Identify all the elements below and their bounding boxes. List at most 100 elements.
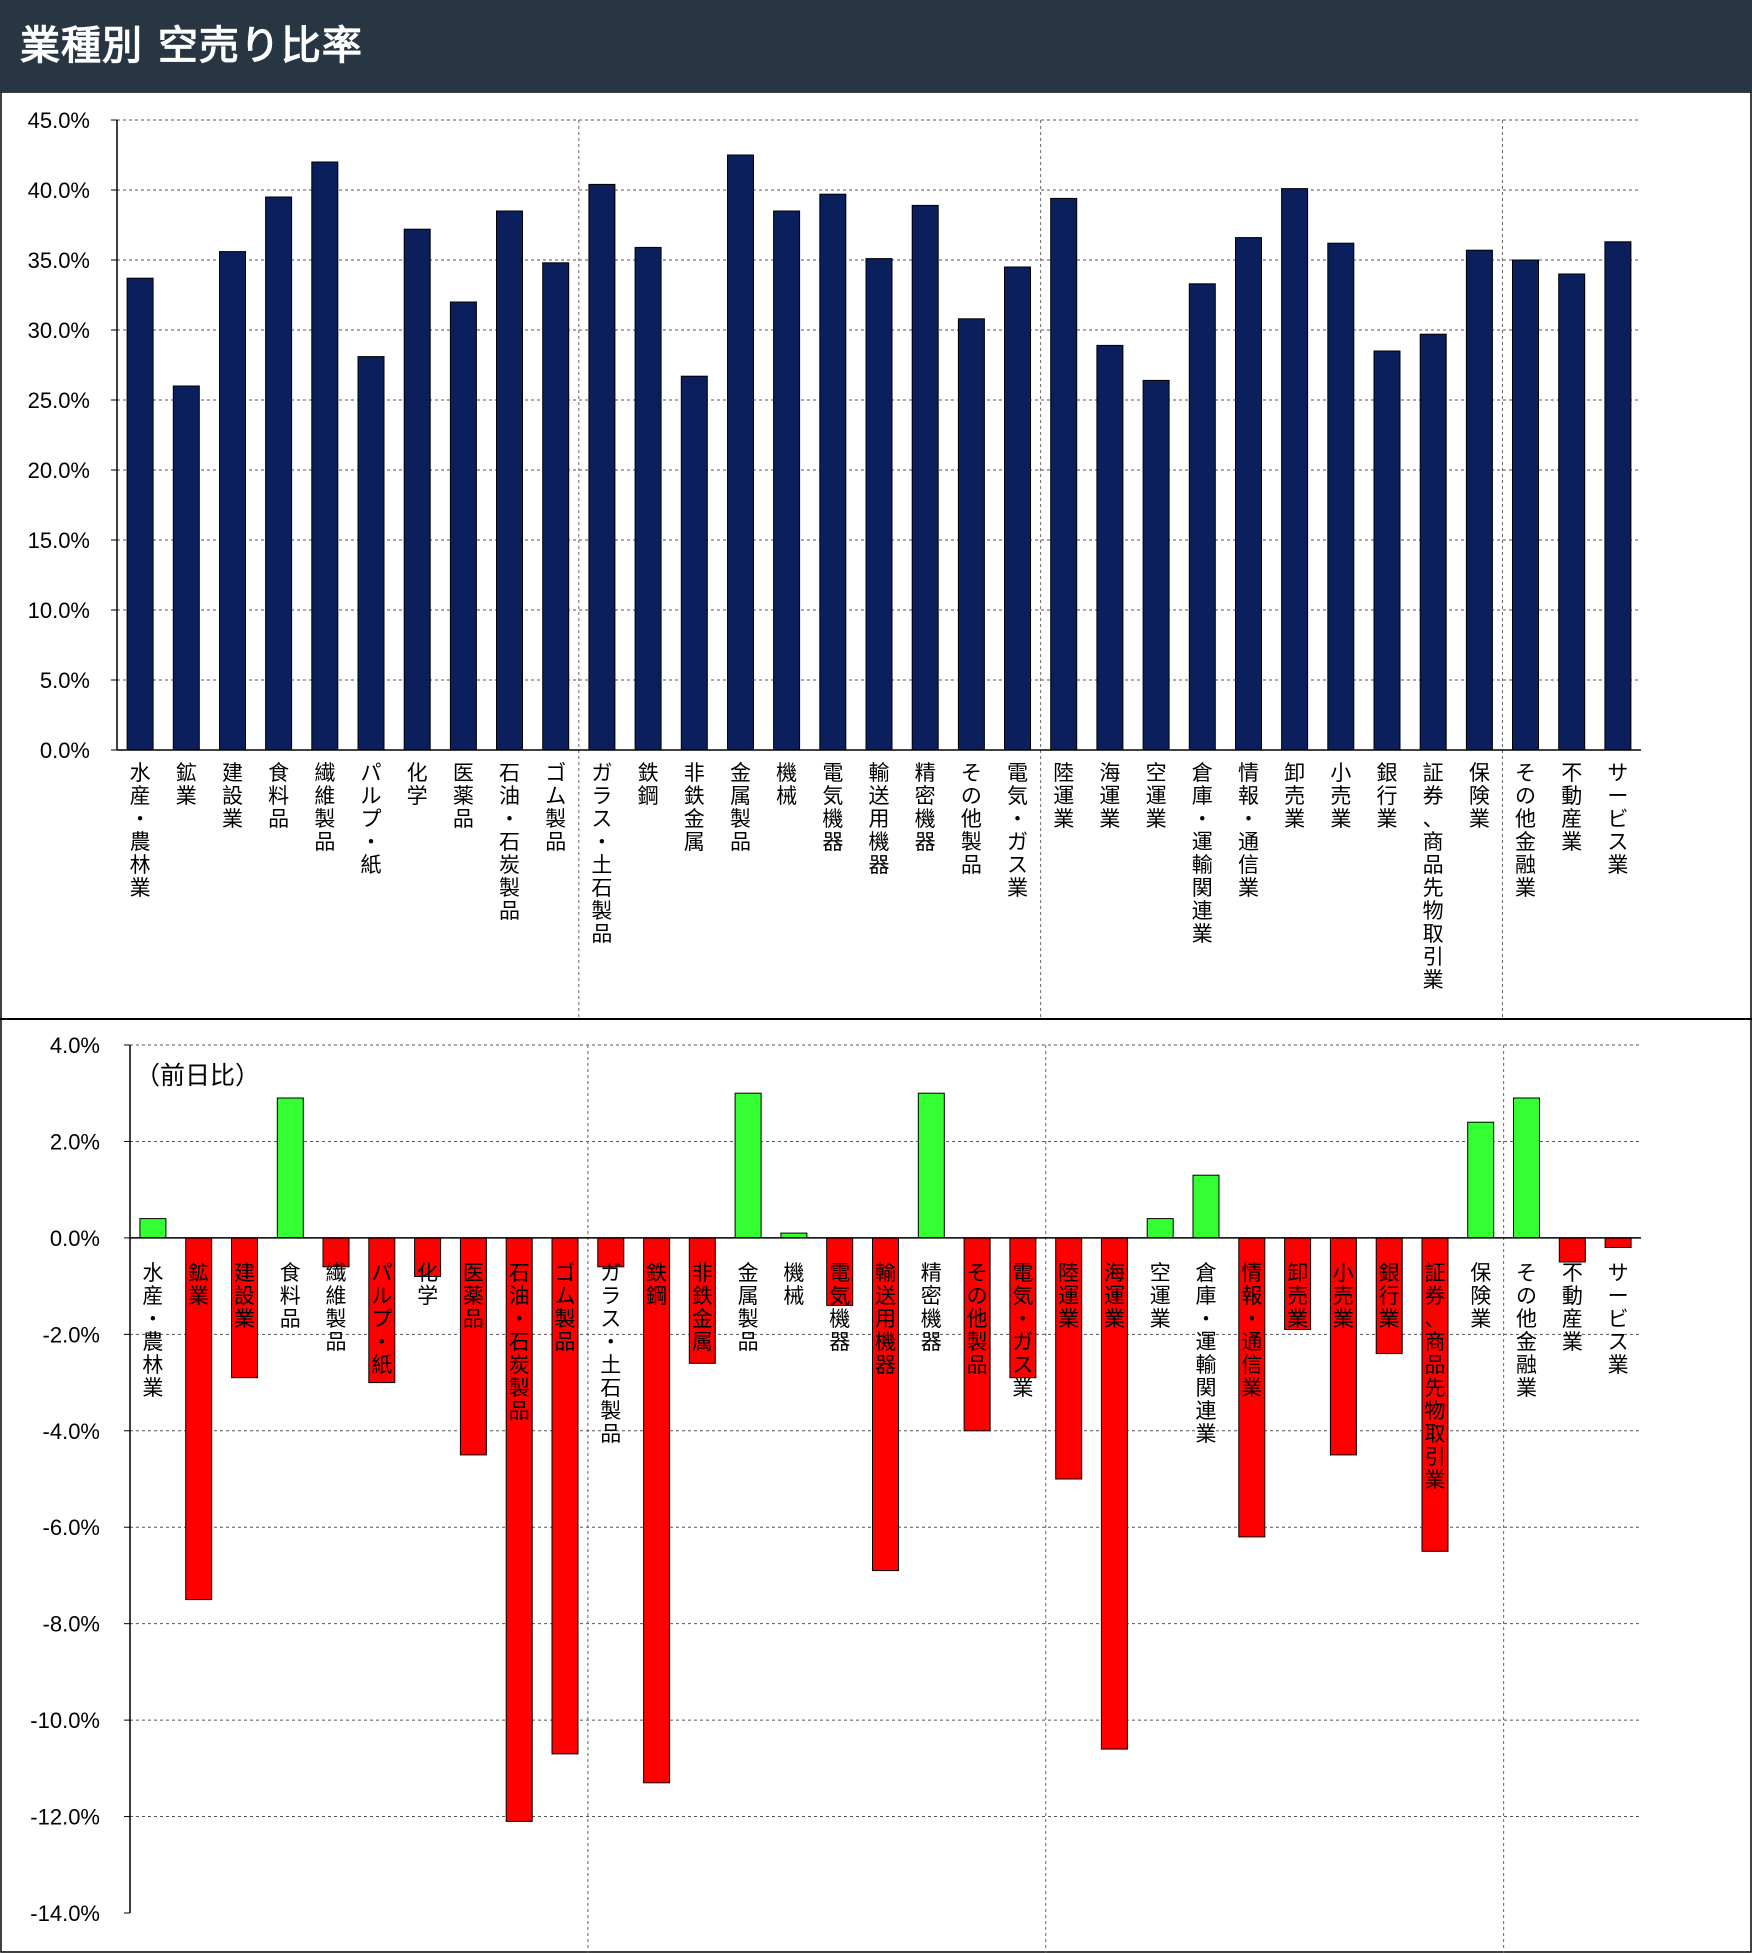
label-char: 気 bbox=[822, 784, 843, 808]
label-char: 小 bbox=[1333, 1261, 1354, 1285]
category-label-電気機器: 電気機器 bbox=[822, 761, 843, 854]
label-char: ・ bbox=[142, 1307, 163, 1331]
category-label-食料品: 食料品 bbox=[280, 1261, 301, 1331]
label-char: 売 bbox=[1284, 784, 1305, 808]
bar-非鉄金属 bbox=[688, 1237, 716, 1364]
label-char: 製 bbox=[967, 1330, 988, 1354]
label-char: 他 bbox=[1516, 1307, 1537, 1331]
label-char: 運 bbox=[1099, 784, 1120, 808]
category-label-医薬品: 医薬品 bbox=[463, 1261, 484, 1331]
label-char: 用 bbox=[869, 807, 890, 831]
label-char: 、 bbox=[1423, 807, 1444, 831]
category-label-その他金融業: その他金融業 bbox=[1515, 761, 1536, 900]
label-char: 鋼 bbox=[646, 1284, 667, 1308]
label-char: 券 bbox=[1424, 1284, 1445, 1308]
label-char: ス bbox=[1007, 853, 1028, 877]
label-char: 鉄 bbox=[684, 784, 705, 808]
label-char: 倉 bbox=[1196, 1261, 1217, 1285]
bar-情報-通信業 bbox=[1235, 237, 1262, 751]
label-char: 品 bbox=[326, 1330, 347, 1354]
label-char: 輸 bbox=[875, 1261, 896, 1285]
y-tick-label: 15.0% bbox=[28, 528, 90, 553]
y-tick-label: 45.0% bbox=[28, 108, 90, 133]
category-label-石油-石炭製品: 石油・石炭製品 bbox=[509, 1261, 530, 1423]
bar-水産-農林業 bbox=[139, 1218, 167, 1239]
label-char: 庫 bbox=[1192, 784, 1213, 808]
bar-銀行業 bbox=[1375, 1237, 1403, 1355]
label-char: 品 bbox=[509, 1399, 530, 1423]
label-char: 機 bbox=[776, 761, 797, 785]
label-char: 業 bbox=[1150, 1307, 1171, 1331]
bar-建設業 bbox=[231, 1237, 258, 1379]
label-char: 品 bbox=[591, 922, 612, 946]
label-char: ・ bbox=[130, 807, 151, 831]
label-char: 鉄 bbox=[638, 761, 659, 785]
y-tick-label: 5.0% bbox=[40, 668, 90, 693]
label-char: 業 bbox=[1515, 876, 1536, 900]
label-char: ー bbox=[1607, 784, 1628, 808]
bar-精密機器 bbox=[917, 1092, 945, 1239]
bar-電気-ガス業 bbox=[1004, 266, 1031, 751]
category-label-鉄鋼: 鉄鋼 bbox=[638, 761, 659, 808]
bar-サービス業 bbox=[1604, 241, 1632, 751]
bar-海運業 bbox=[1096, 344, 1124, 751]
category-label-サービス業: サービス業 bbox=[1608, 1261, 1629, 1377]
category-label-空運業: 空運業 bbox=[1150, 1261, 1171, 1331]
category-label-その他金融業: その他金融業 bbox=[1516, 1261, 1537, 1400]
category-label-不動産業: 不動産業 bbox=[1562, 1261, 1583, 1354]
label-char: 陸 bbox=[1058, 1261, 1079, 1285]
label-char: 非 bbox=[692, 1261, 713, 1285]
label-char: 融 bbox=[1516, 1353, 1537, 1377]
label-char: ガ bbox=[591, 761, 612, 785]
label-char: 品 bbox=[280, 1307, 301, 1331]
category-label-情報-通信業: 情報・通信業 bbox=[1238, 761, 1259, 900]
label-char: 運 bbox=[1053, 784, 1074, 808]
label-char: ル bbox=[361, 784, 382, 808]
label-char: 他 bbox=[967, 1307, 988, 1331]
label-char: 先 bbox=[1424, 1376, 1445, 1400]
label-char: 炭 bbox=[499, 853, 520, 877]
label-char: 報 bbox=[1238, 784, 1259, 808]
label-char: 卸 bbox=[1284, 761, 1305, 785]
label-char: 品 bbox=[1423, 853, 1444, 877]
label-char: 行 bbox=[1379, 1284, 1400, 1308]
bar-倉庫-運輸関連業 bbox=[1192, 1174, 1220, 1239]
category-label-電気-ガス業: 電気・ガス業 bbox=[1012, 1261, 1033, 1400]
label-char: 通 bbox=[1238, 830, 1259, 854]
label-char: 卸 bbox=[1287, 1261, 1308, 1285]
label-char: 輸 bbox=[1196, 1353, 1217, 1377]
label-char: ・ bbox=[509, 1307, 530, 1331]
label-char: 業 bbox=[1516, 1376, 1537, 1400]
category-label-建設業: 建設業 bbox=[222, 761, 243, 831]
label-char: ・ bbox=[499, 807, 520, 831]
category-label-卸売業: 卸売業 bbox=[1284, 761, 1305, 831]
category-label-海運業: 海運業 bbox=[1104, 1261, 1125, 1331]
bar-機械 bbox=[773, 210, 801, 751]
bar-不動産業 bbox=[1558, 273, 1586, 751]
label-char: 薬 bbox=[463, 1284, 484, 1308]
label-char: 保 bbox=[1470, 1261, 1491, 1285]
label-char: 業 bbox=[1377, 807, 1398, 831]
category-label-ゴム製品: ゴム製品 bbox=[554, 1261, 575, 1354]
label-char: 製 bbox=[499, 876, 520, 900]
category-label-その他製品: その他製品 bbox=[967, 1261, 988, 1377]
label-char: 引 bbox=[1423, 945, 1444, 969]
category-label-化学: 化学 bbox=[417, 1261, 438, 1308]
label-char: 器 bbox=[822, 830, 843, 854]
bar-小売業 bbox=[1329, 1237, 1357, 1456]
label-char: ゴ bbox=[554, 1261, 575, 1285]
category-label-水産-農林業: 水産・農林業 bbox=[130, 761, 151, 900]
category-label-機械: 機械 bbox=[783, 1261, 804, 1308]
category-label-小売業: 小売業 bbox=[1330, 761, 1351, 831]
label-char: 鉱 bbox=[188, 1261, 209, 1285]
label-char: 維 bbox=[314, 784, 335, 808]
label-char: 薬 bbox=[453, 784, 474, 808]
label-char: ス bbox=[600, 1307, 621, 1331]
label-char: 水 bbox=[130, 761, 151, 785]
bar-建設業 bbox=[219, 251, 246, 751]
label-char: ・ bbox=[371, 1330, 392, 1354]
label-char: 建 bbox=[222, 761, 243, 785]
label-char: の bbox=[961, 784, 982, 808]
label-char: 業 bbox=[1423, 968, 1444, 992]
y-tick-label: 35.0% bbox=[28, 248, 90, 273]
